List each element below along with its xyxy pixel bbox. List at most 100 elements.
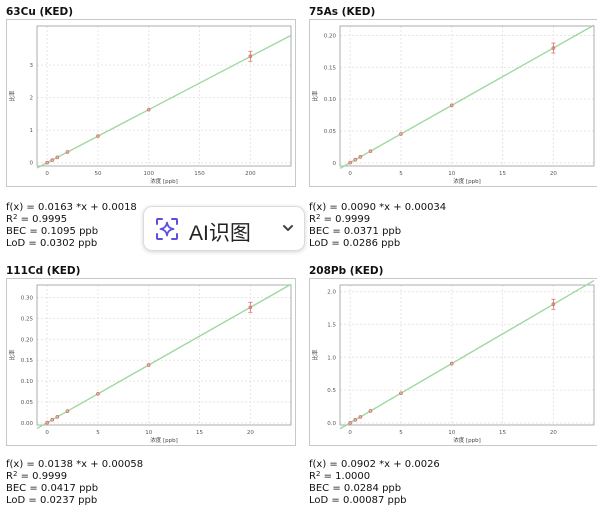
y-tick-label: 0.20 (324, 34, 337, 40)
y-tick-label: 1.0 (327, 355, 336, 361)
x-tick-label: 15 (196, 430, 203, 436)
y-tick-label: 1.5 (327, 322, 336, 328)
chart-svg: 0 5 10 15 20 0.0 0.5 1.0 1.5 2.0 浓度 [ppb] 比率 (311, 279, 595, 444)
data-point (50, 417, 55, 422)
y-tick-label: 0 (333, 161, 337, 167)
lod-value: LoD = 0.0286 ppb (309, 238, 401, 249)
data-point (399, 391, 403, 396)
x-axis-label: 浓度 [ppb] (453, 436, 481, 444)
r-squared: R2 = 0.9995 (6, 213, 68, 226)
r-squared: R2 = 0.9999 (6, 470, 68, 483)
x-tick-label: 20 (550, 171, 557, 177)
ai-sparkle-scan-icon (156, 218, 178, 240)
y-tick-label: 0 (30, 161, 34, 167)
x-tick-label: 10 (145, 430, 152, 436)
fit-line (339, 24, 595, 169)
fit-line (36, 283, 292, 430)
x-tick-label: 0 (348, 430, 352, 436)
data-point (146, 363, 151, 367)
data-point (368, 149, 373, 154)
x-tick-label: 100 (144, 171, 155, 177)
fit-equation: f(x) = 0.0902 *x + 0.0026 (309, 459, 440, 470)
data-point (449, 103, 454, 108)
x-axis-label: 浓度 [ppb] (150, 177, 178, 185)
calibration-chart-75as: 0 5 10 15 20 0 0.05 0.10 0.15 0.20 浓度 [ppb] 比率 (309, 19, 597, 187)
y-tick-label: 0.15 (21, 358, 34, 364)
chart-title: 63Cu (KED) (6, 6, 74, 18)
calibration-chart-208pb: 0 5 10 15 20 0.0 0.5 1.0 1.5 2.0 浓度 [ppb] 比率 (309, 278, 597, 446)
data-point (55, 155, 60, 160)
bec-value: BEC = 0.0417 ppb (6, 483, 99, 494)
data-point (358, 415, 363, 419)
data-point (146, 107, 151, 112)
fit-equation: f(x) = 0.0138 *x + 0.00058 (6, 459, 144, 470)
y-tick-label: 2 (30, 96, 34, 102)
calibration-chart-63cu: 0 50 100 150 200 0 1 2 3 浓度 [ppb] 比率 (6, 19, 296, 187)
data-point (358, 155, 363, 159)
chevron-down-icon[interactable] (281, 221, 295, 235)
data-point (551, 46, 556, 50)
data-point (45, 160, 50, 165)
chart-title: 111Cd (KED) (6, 265, 81, 277)
data-point (65, 150, 70, 154)
x-tick-label: 0 (348, 171, 352, 177)
x-tick-label: 0 (45, 171, 49, 177)
y-tick-label: 3 (30, 63, 34, 69)
r-squared: R2 = 0.9999 (309, 213, 371, 226)
bec-value: BEC = 0.0371 ppb (309, 226, 402, 237)
data-point (368, 409, 373, 413)
chart-svg: 0 5 10 15 20 0 0.05 0.10 0.15 0.20 浓度 [ppb] 比率 (311, 24, 595, 185)
x-tick-label: 15 (499, 430, 506, 436)
chart-svg: 0 5 10 15 20 0.00 0.05 0.10 0.15 0.20 0.25 0.30 浓度 [… (8, 283, 292, 444)
lod-value: LoD = 0.00087 ppb (309, 495, 407, 506)
y-tick-label: 0.10 (21, 379, 34, 385)
y-axis-label: 比率 (8, 90, 16, 102)
data-point (248, 305, 253, 310)
fit-equation: f(x) = 0.0090 *x + 0.00034 (309, 202, 447, 213)
x-tick-label: 10 (448, 430, 455, 436)
x-tick-label: 200 (245, 171, 256, 177)
plot-area (339, 284, 595, 426)
x-tick-label: 150 (194, 171, 205, 177)
x-tick-label: 5 (399, 171, 403, 177)
chart-svg: 0 50 100 150 200 0 1 2 3 浓度 [ppb] 比率 (8, 25, 292, 185)
calibration-stats: f(x) = 0.0902 *x + 0.0026 R2 = 1.0000 BE… (309, 459, 440, 507)
y-tick-label: 2.0 (327, 290, 336, 296)
ai-recognize-label: AI识图 (189, 222, 251, 245)
y-tick-label: 0.5 (327, 388, 336, 394)
bec-value: BEC = 0.0284 ppb (309, 483, 402, 494)
y-tick-label: 0.0 (327, 421, 336, 427)
x-axis-label: 浓度 [ppb] (150, 436, 178, 444)
data-point (50, 158, 55, 162)
data-point (353, 418, 358, 422)
x-axis-label: 浓度 [ppb] (453, 177, 481, 185)
x-tick-label: 20 (247, 430, 254, 436)
plot-area (36, 25, 292, 167)
x-tick-label: 0 (45, 430, 49, 436)
y-tick-label: 0.15 (324, 65, 337, 71)
lod-value: LoD = 0.0302 ppb (6, 238, 98, 249)
y-tick-label: 0.20 (21, 337, 34, 343)
data-point (348, 421, 353, 425)
fit-equation: f(x) = 0.0163 *x + 0.0018 (6, 202, 137, 213)
y-tick-label: 0.05 (21, 400, 34, 406)
y-axis-label: 比率 (311, 349, 319, 361)
fit-line (36, 34, 292, 169)
data-point (399, 132, 403, 136)
data-point (45, 420, 50, 425)
data-point (96, 391, 100, 396)
x-tick-label: 10 (448, 171, 455, 177)
y-axis-label: 比率 (8, 349, 16, 361)
x-tick-label: 50 (94, 171, 101, 177)
x-tick-label: 20 (550, 430, 557, 436)
data-point (348, 160, 353, 165)
calibration-chart-111cd: 0 5 10 15 20 0.00 0.05 0.10 0.15 0.20 0.25 0.30 浓度 [… (6, 278, 296, 446)
ai-recognize-button[interactable]: AI识图 (143, 206, 305, 251)
y-tick-label: 1 (30, 128, 34, 134)
data-point (55, 415, 60, 419)
r-squared: R2 = 1.0000 (309, 470, 371, 483)
x-tick-label: 5 (399, 430, 403, 436)
y-tick-label: 0.10 (324, 97, 337, 103)
y-axis-label: 比率 (311, 90, 319, 102)
lod-value: LoD = 0.0237 ppb (6, 495, 98, 506)
